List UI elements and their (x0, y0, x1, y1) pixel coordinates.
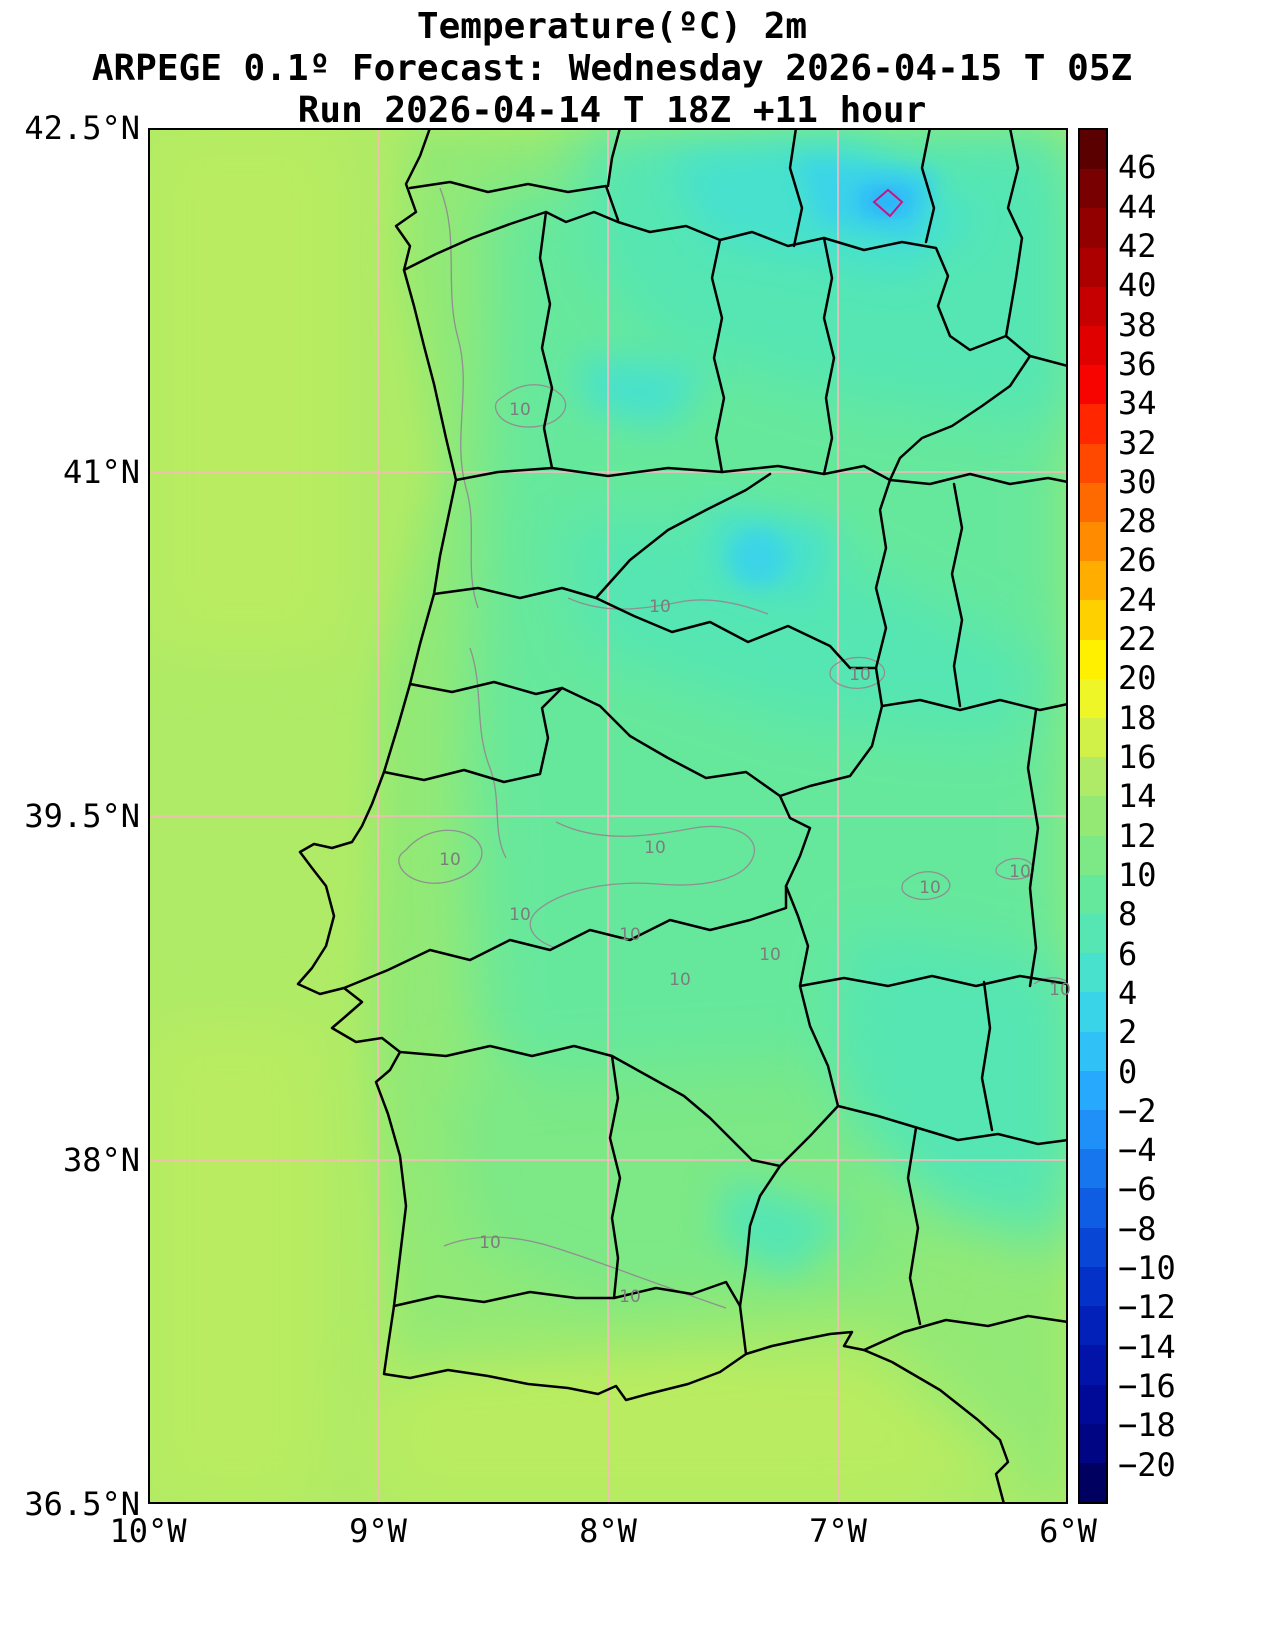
colorbar-band (1080, 718, 1106, 758)
colorbar-band (1080, 482, 1106, 523)
colorbar-band (1080, 130, 1106, 170)
colorbar-band (1080, 561, 1106, 601)
colorbar-tick-label: 44 (1118, 187, 1157, 226)
colorbar-tick-label: −16 (1118, 1367, 1176, 1406)
coastline-and-borders (296, 128, 1068, 1504)
graticule-gridlines (148, 128, 1068, 1504)
colorbar-band (1080, 639, 1106, 679)
lon-tick-label: 7°W (809, 1512, 867, 1550)
colorbar-tick-label: 30 (1118, 462, 1157, 501)
colorbar-tick-label: 32 (1118, 423, 1157, 462)
colorbar-band (1080, 1345, 1106, 1385)
colorbar-band (1080, 247, 1106, 287)
colorbar-band (1080, 1384, 1106, 1424)
colorbar-band (1080, 404, 1106, 444)
colorbar-tick-label: 46 (1118, 148, 1157, 187)
colorbar-band (1080, 757, 1106, 797)
colorbar-tick-label: 16 (1118, 738, 1157, 777)
colorbar-band (1080, 326, 1106, 366)
colorbar-tick-label: 6 (1118, 934, 1138, 973)
colorbar-band (1080, 953, 1106, 993)
colorbar-tick-label: 18 (1118, 698, 1157, 737)
colorbar-tick-label: −6 (1118, 1170, 1157, 1209)
map-frame (148, 128, 1068, 1504)
colorbar-band (1080, 678, 1106, 719)
colorbar-tick-label: −4 (1118, 1131, 1157, 1170)
colorbar-tick-label: 22 (1118, 620, 1157, 659)
colorbar-band (1080, 286, 1106, 327)
colorbar (1078, 128, 1108, 1504)
colorbar-band (1080, 522, 1106, 562)
colorbar-band (1080, 914, 1106, 954)
lon-tick-label: 6°W (1039, 1512, 1097, 1550)
chart-subtitle-forecast: ARPEGE 0.1º Forecast: Wednesday 2026-04-… (91, 48, 1133, 89)
colorbar-band (1080, 1188, 1106, 1228)
lat-tick-label: 41°N (62, 453, 140, 491)
colorbar-tick-label: 36 (1118, 344, 1157, 383)
colorbar-tick-label: 38 (1118, 305, 1157, 344)
colorbar-band (1080, 1149, 1106, 1189)
colorbar-tick-label: 0 (1118, 1052, 1138, 1091)
colorbar-tick-label: −2 (1118, 1091, 1157, 1130)
colorbar-tick-label: 26 (1118, 541, 1157, 580)
colorbar-tick-label: 28 (1118, 502, 1157, 541)
colorbar-tick-label: −18 (1118, 1406, 1176, 1445)
colorbar-tick-label: 8 (1118, 895, 1138, 934)
lat-tick-label: 38°N (62, 1141, 140, 1179)
colorbar-tick-label: −14 (1118, 1327, 1176, 1366)
colorbar-band (1080, 1306, 1106, 1346)
colorbar-tick-label: −8 (1118, 1209, 1157, 1248)
colorbar-band (1080, 1070, 1106, 1111)
colorbar-band (1080, 796, 1106, 836)
temperature-field-svg (148, 128, 1068, 1504)
colorbar-band (1080, 1462, 1106, 1503)
map-area: 10 10 10 10 10 10 10 10 10 10 10 10 10 10 (148, 128, 1071, 1504)
lon-tick-label: 8°W (579, 1512, 637, 1550)
lat-tick-label: 42.5°N (24, 109, 140, 147)
colorbar-band (1080, 208, 1106, 248)
chart-subtitle-run: Run 2026-04-14 T 18Z +11 hour (297, 90, 927, 131)
colorbar-band (1080, 169, 1106, 209)
cold-pocket-contour (872, 188, 904, 218)
lat-tick-label: 39.5°N (24, 797, 140, 835)
colorbar-band (1080, 600, 1106, 640)
colorbar-band (1080, 365, 1106, 405)
colorbar-tick-label: 20 (1118, 659, 1157, 698)
colorbar-tick-label: 12 (1118, 816, 1157, 855)
colorbar-tick-label: 10 (1118, 855, 1157, 894)
colorbar-tick-label: 2 (1118, 1013, 1138, 1052)
colorbar-tick-label: 42 (1118, 226, 1157, 265)
lon-tick-label: 9°W (349, 1512, 407, 1550)
lat-tick-label: 36.5°N (24, 1485, 140, 1523)
colorbar-tick-label: 14 (1118, 777, 1157, 816)
colorbar-tick-label: 4 (1118, 973, 1138, 1012)
colorbar-band (1080, 874, 1106, 915)
colorbar-tick-label: 24 (1118, 580, 1157, 619)
colorbar-band (1080, 1227, 1106, 1267)
temperature-contours-10C (398, 187, 1068, 1309)
colorbar-band (1080, 1110, 1106, 1150)
colorbar-band (1080, 835, 1106, 875)
colorbar-band (1080, 443, 1106, 483)
lon-tick-label: 10°W (109, 1512, 187, 1550)
colorbar-tick-label: −20 (1118, 1445, 1176, 1484)
colorbar-band (1080, 1423, 1106, 1463)
colorbar-tick-label: −10 (1118, 1249, 1176, 1288)
colorbar-tick-label: 34 (1118, 384, 1157, 423)
colorbar-band (1080, 992, 1106, 1032)
colorbar-band (1080, 1266, 1106, 1307)
chart-title: Temperature(ºC) 2m (416, 6, 808, 47)
colorbar-band (1080, 1031, 1106, 1071)
colorbar-tick-label: −12 (1118, 1288, 1176, 1327)
colorbar-tick-label: 40 (1118, 266, 1157, 305)
